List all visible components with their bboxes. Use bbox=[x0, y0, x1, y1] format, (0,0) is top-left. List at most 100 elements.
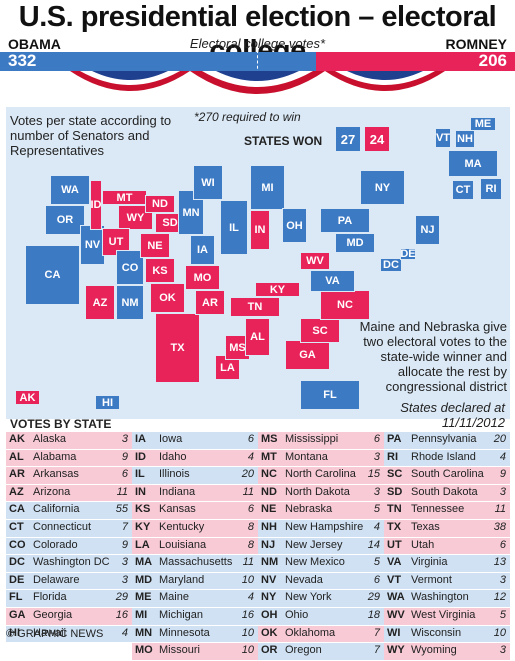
state-wa: WA bbox=[50, 175, 90, 205]
table-row: SC South Carolina 9 bbox=[384, 467, 510, 485]
state-abbr: FL bbox=[9, 591, 23, 604]
table-row: IA Iowa 6 bbox=[132, 432, 258, 450]
state-abbr: NE bbox=[261, 503, 277, 516]
state-abbr: PA bbox=[387, 433, 402, 445]
state-name: Louisiana bbox=[159, 538, 207, 551]
table-row: ND North Dakota 3 bbox=[258, 484, 384, 503]
state-votes: 16 bbox=[115, 608, 128, 621]
state-md: MD bbox=[335, 233, 375, 253]
state-tx: TX bbox=[155, 313, 200, 383]
table-row: VA Virginia 13 bbox=[384, 555, 510, 573]
state-votes: 5 bbox=[373, 556, 380, 569]
state-name: Oklahoma bbox=[285, 626, 336, 639]
state-name: Illinois bbox=[159, 468, 190, 481]
state-name: South Carolina bbox=[411, 468, 484, 481]
state-abbr: IA bbox=[135, 433, 146, 445]
state-name: Arizona bbox=[33, 485, 71, 498]
state-name: South Dakota bbox=[411, 485, 478, 498]
state-votes: 6 bbox=[247, 433, 254, 445]
table-row: AZ Arizona 11 bbox=[6, 484, 132, 503]
state-abbr: HI bbox=[9, 626, 20, 639]
state-votes: 55 bbox=[115, 503, 128, 516]
candidate-left-label: OBAMA bbox=[8, 36, 61, 52]
table-row: MA Massachusetts 11 bbox=[132, 555, 258, 573]
state-name: Virginia bbox=[411, 556, 448, 569]
obama-votes-bar bbox=[0, 52, 316, 71]
state-pa: PA bbox=[320, 208, 370, 233]
table-row: IL Illinois 20 bbox=[132, 467, 258, 485]
state-name: Vermont bbox=[411, 573, 452, 586]
note-votes-per-state: Votes per state according to number of S… bbox=[10, 113, 172, 158]
table-row: DE Delaware 3 bbox=[6, 572, 132, 591]
state-abbr: MA bbox=[135, 556, 153, 569]
state-abbr: IN bbox=[135, 485, 146, 498]
state-votes: 3 bbox=[499, 573, 506, 586]
state-name: Massachusetts bbox=[159, 556, 233, 569]
state-nm: NM bbox=[116, 285, 144, 320]
state-votes: 29 bbox=[367, 591, 380, 604]
state-votes: 11 bbox=[242, 485, 254, 498]
note-declared: States declared at 11/11/2012 bbox=[400, 400, 505, 430]
state-abbr: AR bbox=[9, 468, 25, 481]
table-column: PA Pennsylvania 20 RI Rhode Island 4 SC South C… bbox=[384, 432, 510, 661]
state-votes: 9 bbox=[121, 538, 128, 551]
state-oh: OH bbox=[282, 208, 307, 243]
state-abbr: NJ bbox=[261, 538, 276, 551]
state-votes: 4 bbox=[247, 591, 254, 604]
state-tn: TN bbox=[230, 297, 280, 317]
table-row: CT Connecticut 7 bbox=[6, 519, 132, 538]
state-abbr: DE bbox=[9, 573, 25, 586]
state-abbr: CT bbox=[9, 520, 24, 533]
state-name: New Jersey bbox=[285, 538, 343, 551]
state-name: Maryland bbox=[159, 573, 205, 586]
table-row: PA Pennsylvania 20 bbox=[384, 432, 510, 450]
state-name: Georgia bbox=[33, 608, 73, 621]
state-ct: CT bbox=[452, 180, 474, 200]
state-votes: 20 bbox=[493, 433, 506, 445]
state-az: AZ bbox=[85, 285, 115, 320]
state-de: DE bbox=[400, 248, 416, 260]
state-name: West Virginia bbox=[411, 608, 476, 621]
table-row: TX Texas 38 bbox=[384, 519, 510, 538]
state-ok: OK bbox=[150, 283, 185, 313]
note-required: *270 required to win bbox=[194, 110, 301, 124]
state-abbr: NV bbox=[261, 573, 277, 586]
state-votes: 6 bbox=[247, 503, 254, 516]
state-co: CO bbox=[116, 250, 144, 285]
table-row: VT Vermont 3 bbox=[384, 572, 510, 591]
subtitle: Electoral college votes* bbox=[189, 36, 326, 51]
table-row: NM New Mexico 5 bbox=[258, 555, 384, 573]
state-name: Maine bbox=[159, 591, 189, 604]
state-wv: WV bbox=[300, 252, 330, 270]
state-votes: 6 bbox=[373, 433, 380, 445]
state-votes: 14 bbox=[367, 538, 380, 551]
table-row: CA California 55 bbox=[6, 502, 132, 520]
state-name: Hawaii bbox=[33, 626, 67, 639]
states-won-label: STATES WON bbox=[244, 134, 323, 148]
state-votes: 10 bbox=[241, 626, 254, 639]
state-ia: IA bbox=[190, 235, 215, 265]
state-abbr: WI bbox=[387, 626, 401, 639]
state-abbr: MI bbox=[135, 608, 148, 621]
state-votes: 29 bbox=[115, 591, 128, 604]
table-row: AK Alaska 3 bbox=[6, 432, 132, 450]
state-abbr: MD bbox=[135, 573, 153, 586]
states-won-dem: 27 bbox=[336, 127, 360, 151]
state-al: AL bbox=[245, 318, 270, 356]
table-row: NH New Hampshire 4 bbox=[258, 519, 384, 538]
state-votes: 8 bbox=[247, 538, 254, 551]
state-abbr: GA bbox=[9, 608, 26, 621]
state-ny: NY bbox=[360, 170, 405, 205]
state-abbr: KY bbox=[135, 520, 151, 533]
table-row: MT Montana 3 bbox=[258, 449, 384, 468]
state-name: Ohio bbox=[285, 608, 309, 621]
state-ne: NE bbox=[140, 233, 170, 258]
state-name: Arkansas bbox=[33, 468, 79, 481]
state-name: California bbox=[33, 503, 80, 516]
state-id: ID bbox=[90, 180, 102, 230]
state-name: Montana bbox=[285, 450, 328, 463]
state-votes: 9 bbox=[499, 468, 506, 481]
note-maine-nebraska: Maine and Nebraska give two electoral vo… bbox=[359, 319, 507, 394]
state-votes: 11 bbox=[116, 485, 128, 498]
state-votes: 13 bbox=[493, 556, 506, 569]
